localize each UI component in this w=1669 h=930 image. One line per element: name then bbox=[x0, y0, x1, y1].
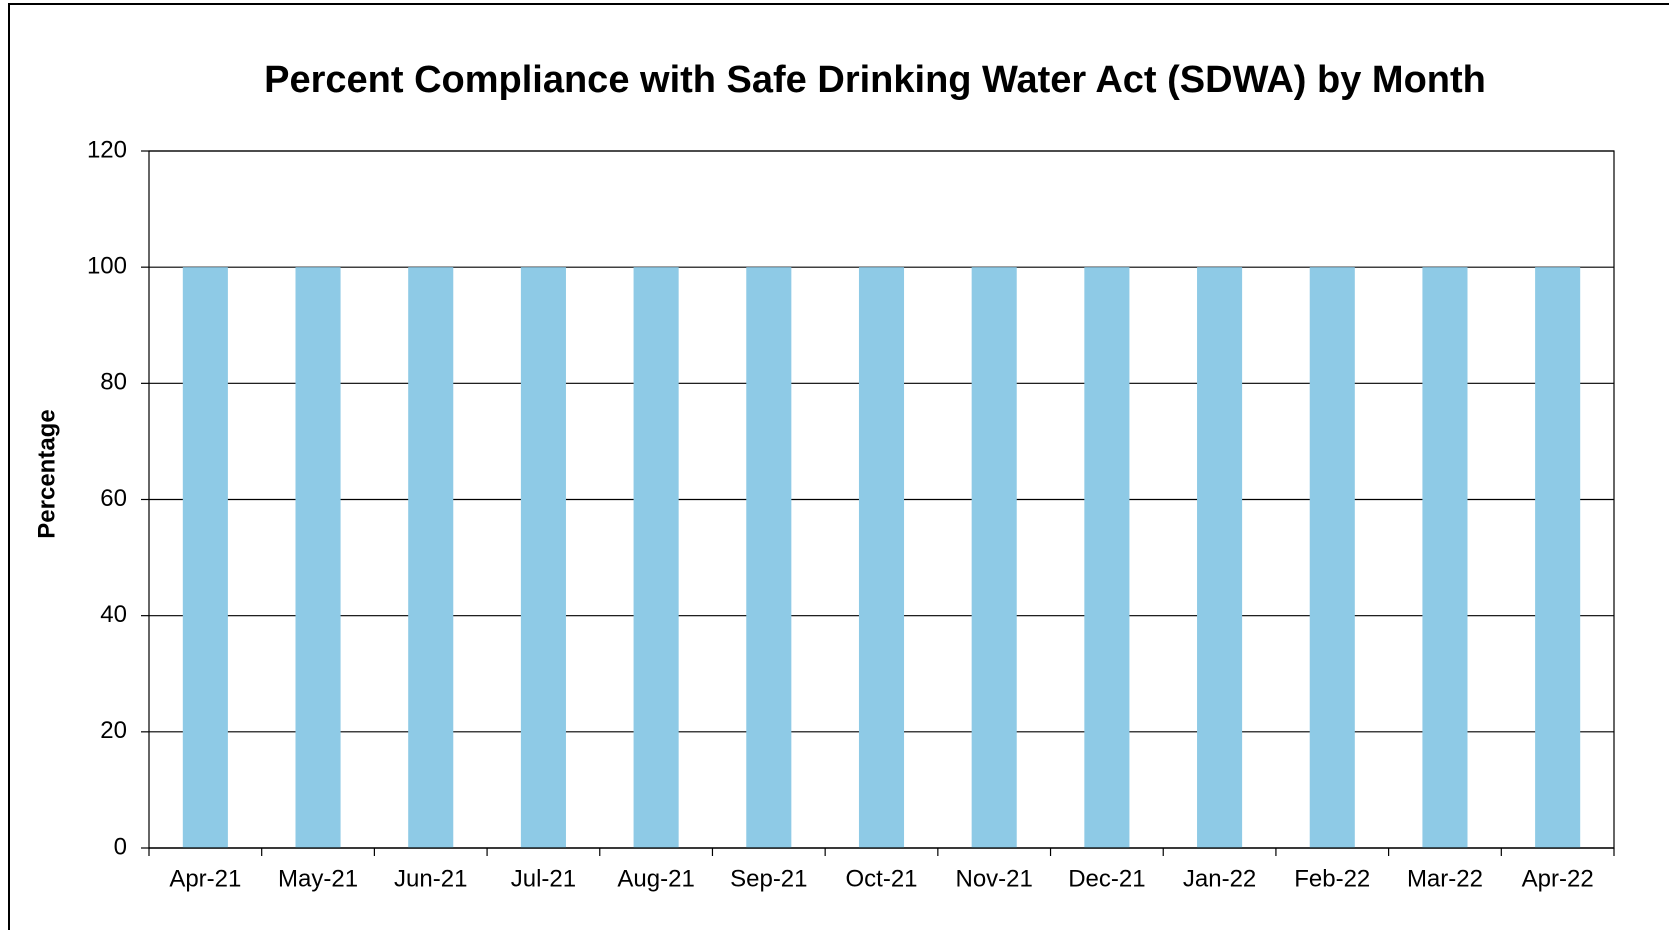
y-tick-label: 40 bbox=[100, 601, 127, 628]
x-tick-label: Nov-21 bbox=[956, 865, 1033, 892]
x-tick-label: Jun-21 bbox=[394, 865, 467, 892]
bar bbox=[1309, 267, 1355, 849]
x-tick-label: Sep-21 bbox=[730, 865, 807, 892]
bar bbox=[858, 267, 905, 849]
y-tick-label: 80 bbox=[100, 369, 127, 396]
x-tick-label: Aug-21 bbox=[617, 865, 694, 892]
x-tick-label: Dec-21 bbox=[1068, 865, 1145, 892]
chart-border bbox=[8, 3, 1669, 930]
y-tick-label: 100 bbox=[87, 253, 127, 280]
bar bbox=[633, 267, 679, 849]
bar bbox=[1084, 267, 1130, 849]
bar bbox=[1197, 267, 1243, 849]
bar bbox=[520, 267, 566, 849]
x-tick-label: May-21 bbox=[278, 865, 358, 892]
y-tick-label: 20 bbox=[100, 717, 127, 744]
bar bbox=[1535, 267, 1581, 849]
chart-title: Percent Compliance with Safe Drinking Wa… bbox=[264, 59, 1486, 101]
y-tick-label: 0 bbox=[114, 833, 127, 860]
bar bbox=[1422, 267, 1468, 849]
y-tick-label: 60 bbox=[100, 485, 127, 512]
x-tick-label: Jul-21 bbox=[511, 865, 576, 892]
y-tick-label: 120 bbox=[87, 136, 127, 163]
x-tick-label: Oct-21 bbox=[845, 865, 917, 892]
x-tick-label: Mar-22 bbox=[1407, 865, 1483, 892]
bar bbox=[295, 267, 341, 849]
x-tick-label: Feb-22 bbox=[1294, 865, 1370, 892]
x-tick-label: Apr-22 bbox=[1522, 865, 1594, 892]
bar bbox=[971, 267, 1017, 849]
bar bbox=[408, 267, 454, 849]
bar bbox=[182, 267, 228, 849]
x-tick-label: Jan-22 bbox=[1183, 865, 1256, 892]
y-axis-label: Percentage bbox=[33, 409, 60, 538]
bar bbox=[746, 267, 792, 849]
x-tick-label: Apr-21 bbox=[169, 865, 241, 892]
